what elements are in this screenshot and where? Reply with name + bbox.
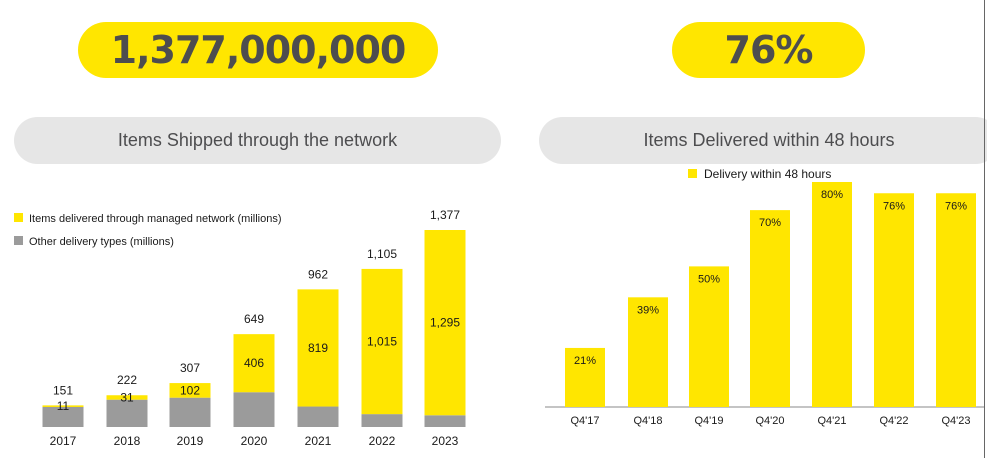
bar-delivery-Q4'22 — [874, 193, 914, 407]
x-tick-label-Q4'17: Q4'17 — [570, 415, 599, 427]
x-tick-label-2023: 2023 — [432, 434, 459, 448]
bar-managed-2023 — [424, 230, 466, 416]
total-label-2023: 1,377 — [430, 208, 460, 222]
legend-label-managed-network: Items delivered through managed network … — [29, 213, 282, 225]
segment-label-2023: 1,295 — [430, 316, 460, 330]
total-label-2022: 1,105 — [367, 247, 397, 261]
value-label-Q4'17: 21% — [574, 355, 596, 367]
segment-label-2018: 31 — [120, 390, 134, 404]
legend-label-delivery-48h: Delivery within 48 hours — [704, 167, 831, 181]
bar-other-2018 — [106, 399, 148, 427]
x-tick-label-Q4'21: Q4'21 — [817, 415, 846, 427]
total-label-2021: 962 — [308, 267, 328, 281]
x-tick-label-Q4'23: Q4'23 — [941, 415, 970, 427]
bar-managed-2018 — [106, 395, 148, 400]
legend-label-other-delivery: Other delivery types (millions) — [29, 236, 174, 248]
bar-delivery-Q4'20 — [750, 210, 790, 407]
bar-delivery-Q4'19 — [689, 266, 729, 407]
bar-managed-2022 — [361, 268, 403, 415]
value-label-Q4'23: 76% — [945, 200, 967, 212]
bar-other-2017 — [42, 406, 84, 427]
x-tick-label-Q4'18: Q4'18 — [633, 415, 662, 427]
x-tick-label-2018: 2018 — [114, 434, 141, 448]
x-tick-label-2019: 2019 — [177, 434, 204, 448]
segment-label-2021: 819 — [308, 341, 328, 355]
page-edge-divider — [984, 0, 985, 458]
total-label-2020: 649 — [244, 312, 264, 326]
legend-swatch-other-delivery — [14, 236, 23, 245]
bar-managed-2021 — [297, 289, 339, 407]
bar-managed-2020 — [233, 334, 275, 393]
bar-other-2019 — [169, 397, 211, 427]
x-tick-label-Q4'22: Q4'22 — [879, 415, 908, 427]
kpi-delivered-48h: 76% — [672, 22, 865, 78]
bar-other-2022 — [361, 414, 403, 427]
bar-other-2023 — [424, 415, 466, 427]
value-label-Q4'18: 39% — [637, 304, 659, 316]
x-tick-label-2020: 2020 — [241, 434, 268, 448]
bar-delivery-Q4'23 — [936, 193, 976, 407]
segment-label-2020: 406 — [244, 356, 264, 370]
segment-label-2017: 11 — [57, 399, 70, 413]
value-label-Q4'20: 70% — [759, 217, 781, 229]
chart-title-items-shipped: Items Shipped through the network — [14, 117, 501, 164]
legend-swatch-delivery-48h — [688, 169, 697, 178]
kpi-items-shipped: 1,377,000,000 — [78, 22, 438, 78]
x-tick-label-2017: 2017 — [50, 434, 77, 448]
legend-swatch-managed-network — [14, 213, 23, 222]
x-tick-label-Q4'19: Q4'19 — [694, 415, 723, 427]
value-label-Q4'21: 80% — [821, 189, 843, 201]
x-tick-label-2022: 2022 — [369, 434, 396, 448]
total-label-2019: 307 — [180, 361, 200, 375]
segment-label-2019: 102 — [180, 383, 200, 397]
bar-other-2020 — [233, 392, 275, 427]
bar-delivery-Q4'18 — [628, 297, 668, 407]
x-tick-label-2021: 2021 — [305, 434, 332, 448]
chart-title-items-delivered: Items Delivered within 48 hours — [539, 117, 987, 164]
bar-other-2021 — [297, 406, 339, 427]
bar-managed-2019 — [169, 383, 211, 398]
value-label-Q4'19: 50% — [698, 273, 720, 285]
total-label-2018: 222 — [117, 373, 137, 387]
value-label-Q4'22: 76% — [883, 200, 905, 212]
total-label-2017: 151 — [53, 383, 73, 397]
bar-delivery-Q4'17 — [565, 347, 605, 407]
bar-managed-2017 — [42, 405, 84, 407]
bar-delivery-Q4'21 — [812, 182, 852, 407]
x-tick-label-Q4'20: Q4'20 — [755, 415, 784, 427]
segment-label-2022: 1,015 — [367, 335, 397, 349]
